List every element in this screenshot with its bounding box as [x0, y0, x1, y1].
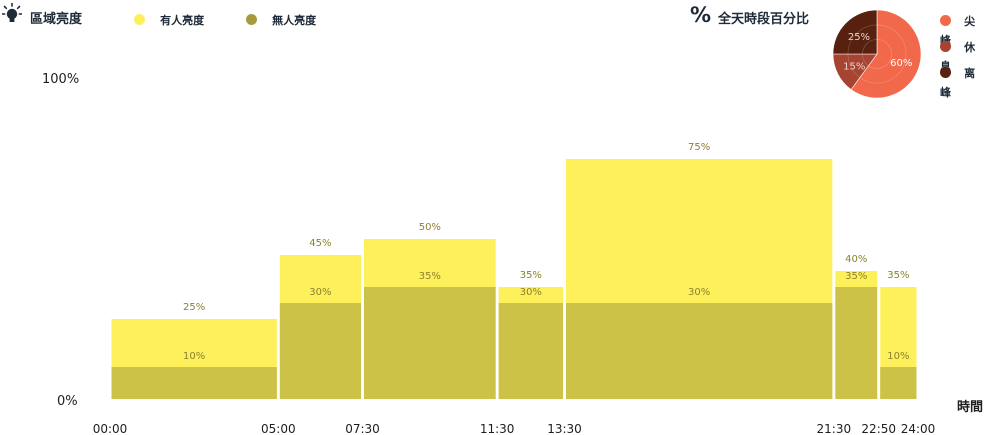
pie-legend-rest-label: 休息: [940, 40, 976, 73]
x-tick-label-6: 22:50: [861, 422, 896, 435]
occupied-value-label-0: 25%: [183, 302, 205, 313]
unoccupied-value-label-1: 30%: [309, 287, 331, 298]
y-axis-max-label: 100%: [42, 72, 80, 87]
unoccupied-value-label-6: 10%: [887, 351, 909, 362]
x-tick-label-4: 13:30: [547, 422, 582, 435]
occupied-value-label-3: 35%: [520, 270, 542, 281]
occupied-value-label-5: 40%: [845, 254, 867, 265]
legend-unoccupied-label: 無人亮度: [272, 13, 317, 27]
unoccupied-value-label-2: 35%: [419, 271, 441, 282]
unoccupied-value-label-4: 30%: [688, 287, 710, 298]
unoccupied-bar-0: [111, 367, 277, 399]
pie-legend-peak: 尖峰: [940, 10, 986, 48]
pie-legend-offpeak-swatch: [940, 67, 951, 78]
pie-slice-0: [850, 9, 922, 99]
unoccupied-value-label-0: 10%: [183, 351, 205, 362]
unoccupied-bar-5: [835, 287, 878, 399]
pie-legend-offpeak-label: 离峰: [940, 66, 976, 99]
pie-legend-rest: 休息: [940, 36, 986, 74]
unoccupied-value-label-3: 30%: [520, 287, 542, 298]
x-tick-label-5: 21:30: [817, 422, 852, 435]
pie-title: 全天時段百分比: [718, 12, 810, 27]
unoccupied-bar-1: [279, 303, 361, 399]
pie-value-label-0: 60%: [890, 58, 912, 69]
pie-value-label-1: 15%: [843, 62, 865, 73]
unoccupied-bar-6: [880, 367, 917, 399]
unoccupied-value-label-5: 35%: [845, 271, 867, 282]
pie-legend-offpeak: 离峰: [940, 62, 986, 100]
chart-title: 區域亮度: [30, 12, 83, 27]
x-tick-label-1: 05:00: [261, 422, 296, 435]
occupied-value-label-1: 45%: [309, 238, 331, 249]
unoccupied-bar-2: [364, 287, 496, 399]
x-tick-label-7: 24:00: [901, 422, 936, 435]
y-axis-min-label: 0%: [57, 394, 78, 409]
pie-legend-rest-swatch: [940, 41, 951, 52]
legend-occupied: 有人亮度: [134, 9, 204, 28]
pie-value-label-2: 25%: [848, 32, 870, 43]
pie-legend-peak-swatch: [940, 15, 951, 26]
x-tick-label-3: 11:30: [480, 422, 515, 435]
legend-unoccupied: 無人亮度: [246, 9, 316, 28]
x-tick-label-2: 07:30: [345, 422, 380, 435]
x-axis-title: 時間: [957, 400, 984, 415]
bulb-icon: [1, 2, 23, 29]
legend-occupied-label: 有人亮度: [160, 13, 205, 27]
pie-slice-2: [832, 9, 878, 55]
occupied-value-label-4: 75%: [688, 142, 710, 153]
percent-icon: %: [690, 3, 712, 27]
legend-occupied-swatch: [134, 14, 145, 25]
unoccupied-bar-4: [566, 303, 833, 399]
occupied-value-label-2: 50%: [419, 222, 441, 233]
pie-legend-peak-label: 尖峰: [940, 14, 976, 47]
pie-ring-0: [862, 39, 892, 69]
pie-ring-1: [847, 24, 907, 84]
legend-unoccupied-swatch: [246, 14, 257, 25]
unoccupied-bar-3: [498, 303, 563, 399]
x-tick-label-0: 00:00: [93, 422, 128, 435]
occupied-value-label-6: 35%: [887, 270, 909, 281]
